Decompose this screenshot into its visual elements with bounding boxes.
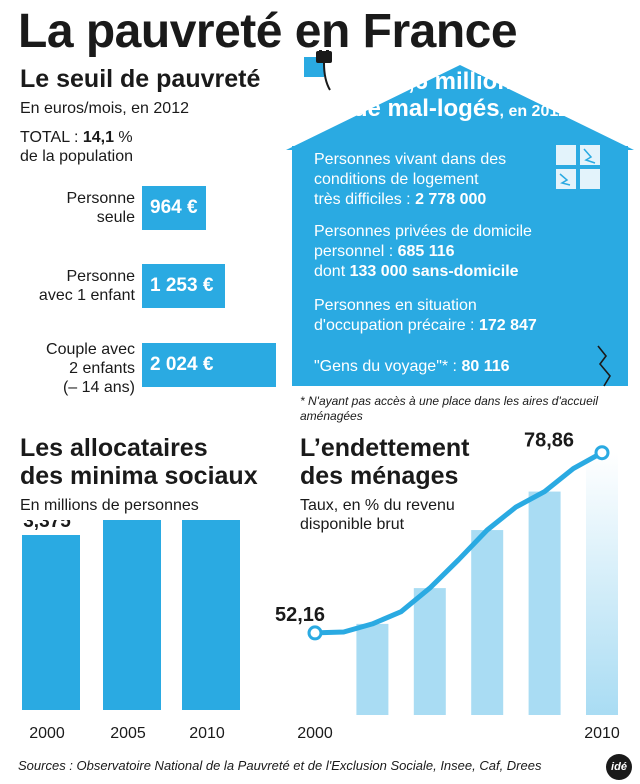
logement-headline-year: , en 2012 <box>499 103 568 120</box>
logement-footnote: * N'ayant pas accès à une place dans les… <box>300 394 599 423</box>
seuil-subtitle: En euros/mois, en 2012 <box>20 100 189 117</box>
logement-item-4-value: 80 116 <box>461 358 510 375</box>
minima-heading-line1: Les allocataires <box>20 434 208 462</box>
logement-item-2-label2: dont <box>314 263 350 280</box>
plug-icon <box>316 50 332 91</box>
logement-item-3-label: d'occupation précaire : <box>314 317 479 334</box>
minima-year-label-2000: 2000 <box>29 725 65 742</box>
debt-bar-2002 <box>356 623 389 715</box>
seuil-total-value: 14,1 <box>82 129 114 146</box>
logement-item-3-value: 172 847 <box>478 317 537 334</box>
seuil-row-2-caption-line2: avec 1 enfant <box>38 287 135 304</box>
logement-item-2-value2: 133 000 sans-domicile <box>349 263 519 280</box>
seuil-row-3-caption: Couple avec 2 enfants (– 14 ans) <box>46 340 135 397</box>
logement-item-1-value: 2 778 000 <box>415 191 487 208</box>
seuil-row-3-caption-line2: 2 enfants <box>69 360 135 377</box>
logement-item-3-line2: d'occupation précaire : 172 847 <box>314 316 537 336</box>
logement-item-3-line1: Personnes en situation <box>314 297 477 314</box>
logement-headline-main: de mal-logés <box>352 95 500 122</box>
minima-bar-2000 <box>22 535 80 710</box>
debt-year-label-2010: 2010 <box>584 725 620 742</box>
minima-chart: 3,37520003,54820053,5992010 <box>22 520 240 742</box>
wall-crack <box>597 345 611 387</box>
debt-bar-2006 <box>471 530 504 715</box>
debt-end-point <box>594 445 610 461</box>
minima-value-label-2000: 3,375 <box>23 520 71 532</box>
logement-item-1-line1: Personnes vivant dans des <box>314 151 507 168</box>
logement-item-2-label: personnel : <box>314 243 398 260</box>
endettement-heading-line2: des ménages <box>300 462 459 490</box>
seuil-total-unit: % <box>113 129 133 146</box>
seuil-row-3-caption-line1: Couple avec <box>46 341 135 358</box>
logement-item-4: "Gens du voyage"* : 80 116 <box>314 357 510 377</box>
debt-start-point <box>307 625 323 641</box>
logement-item-2-line1: Personnes privées de domicile <box>314 223 532 240</box>
logement-item-3: Personnes en situation d'occupation préc… <box>314 296 537 336</box>
minima-bar-2005 <box>103 520 161 710</box>
logement-item-2-line3: dont 133 000 sans-domicile <box>314 262 532 282</box>
debt-start-label: 52,16 <box>275 604 325 626</box>
logement-item-2: Personnes privées de domicile personnel … <box>314 222 532 282</box>
seuil-row-1-bar: 964 € <box>142 186 206 230</box>
seuil-row-3-caption-line3: (– 14 ans) <box>62 379 135 396</box>
logement-item-2-line2: personnel : 685 116 <box>314 242 532 262</box>
logement-item-2-value: 685 116 <box>397 243 455 260</box>
logement-headline: 3,6 millions de mal-logés, en 2012 <box>286 68 634 125</box>
endettement-heading-line1: L’endettement <box>300 434 470 462</box>
seuil-total-label: TOTAL : <box>20 129 83 146</box>
broken-window-icon <box>556 145 600 189</box>
endettement-subtitle-line1: Taux, en % du revenu <box>300 497 455 514</box>
seuil-row-1-caption-line1: Personne <box>66 190 136 207</box>
logement-item-1-label: très difficiles : <box>314 191 416 208</box>
debt-line <box>314 450 604 636</box>
debt-bar-2008 <box>528 491 561 715</box>
minima-heading-line2: des minima sociaux <box>20 462 258 490</box>
seuil-row-1-caption-line2: seule <box>96 209 135 226</box>
ide-logo: idé <box>606 754 632 780</box>
logement-item-4-label: "Gens du voyage"* : <box>314 358 462 375</box>
debt-year-label-2000: 2000 <box>297 725 333 742</box>
logement-item-1: Personnes vivant dans des conditions de … <box>314 150 506 210</box>
seuil-total-line2: de la population <box>20 148 133 165</box>
seuil-row-2-bar: 1 253 € <box>142 264 225 308</box>
house-graphic <box>286 50 634 387</box>
sources: Sources : Observatoire National de la Pa… <box>18 758 542 773</box>
seuil-row-2-caption: Personne avec 1 enfant <box>39 267 135 305</box>
seuil-row-3-bar: 2 024 € <box>142 343 276 387</box>
minima-year-label-2005: 2005 <box>110 725 146 742</box>
seuil-total: TOTAL : 14,1 % <box>20 128 133 148</box>
minima-year-label-2010: 2010 <box>189 725 225 742</box>
debt-bar-2010 <box>586 452 618 715</box>
house-roof <box>286 65 634 150</box>
logement-item-1-line3: très difficiles : 2 778 000 <box>314 190 506 210</box>
minima-subtitle: En millions de personnes <box>20 497 199 514</box>
endettement-chart: 52,16 78,86 2000 2010 <box>275 430 620 742</box>
logement-item-1-line2: conditions de logement <box>314 171 479 188</box>
debt-bar-2004 <box>413 588 446 715</box>
logement-headline-line2: de mal-logés, en 2012 <box>286 95 634 125</box>
debt-end-label: 78,86 <box>524 430 574 452</box>
seuil-row-2-caption-line1: Personne <box>66 268 136 285</box>
logement-headline-line1: 3,6 millions <box>394 68 526 95</box>
seuil-row-1-caption: Personne seule <box>67 189 136 227</box>
endettement-subtitle-line2: disponible brut <box>300 516 405 533</box>
minima-bar-2010 <box>182 520 240 710</box>
page-title: La pauvreté en France <box>18 5 518 58</box>
seuil-heading: Le seuil de pauvreté <box>20 65 261 93</box>
